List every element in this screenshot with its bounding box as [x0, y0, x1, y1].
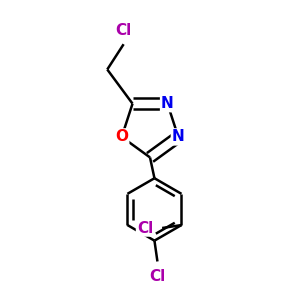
Text: N: N [172, 129, 184, 144]
Text: Cl: Cl [116, 23, 132, 38]
Text: O: O [115, 129, 128, 144]
Text: N: N [161, 96, 174, 111]
Text: Cl: Cl [149, 269, 166, 284]
Text: Cl: Cl [137, 220, 153, 236]
